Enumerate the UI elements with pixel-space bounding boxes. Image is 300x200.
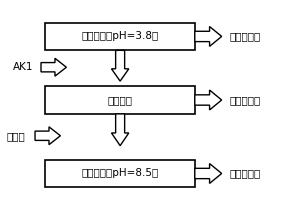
FancyBboxPatch shape — [46, 23, 195, 50]
Text: 一段沉淀渣: 一段沉淀渣 — [229, 31, 260, 41]
Polygon shape — [41, 58, 66, 76]
FancyBboxPatch shape — [46, 160, 195, 187]
Polygon shape — [195, 164, 222, 183]
Text: 二段沉淀渣: 二段沉淀渣 — [229, 95, 260, 105]
Text: 三段沉淀渣: 三段沉淀渣 — [229, 168, 260, 178]
Polygon shape — [35, 127, 60, 145]
Text: 石灰乳: 石灰乳 — [7, 131, 26, 141]
Polygon shape — [195, 90, 222, 110]
Polygon shape — [195, 27, 222, 46]
Polygon shape — [112, 114, 129, 146]
Polygon shape — [112, 50, 129, 81]
FancyBboxPatch shape — [46, 86, 195, 114]
Text: 二段沉淀: 二段沉淀 — [108, 95, 133, 105]
Text: 三段沉淀（pH=8.5）: 三段沉淀（pH=8.5） — [82, 168, 159, 178]
Text: AK1: AK1 — [13, 62, 33, 72]
Text: 一段沉淀（pH=3.8）: 一段沉淀（pH=3.8） — [82, 31, 159, 41]
